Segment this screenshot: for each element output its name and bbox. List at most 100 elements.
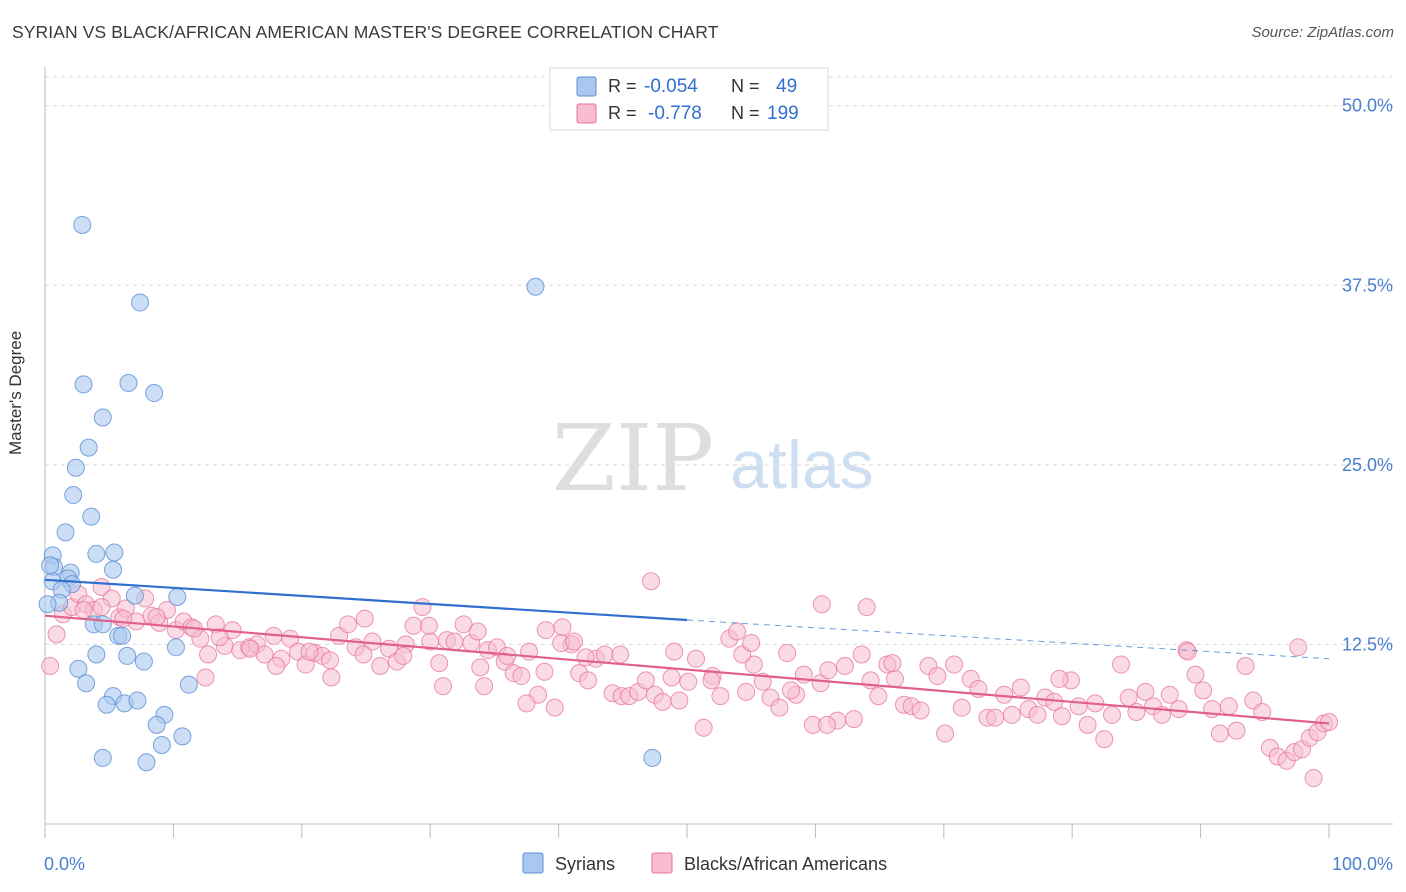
point-blacks-143 bbox=[1219, 697, 1238, 716]
point-blacks-181 bbox=[354, 645, 373, 664]
point-blacks-194 bbox=[782, 681, 801, 700]
point-syrians-22 bbox=[125, 586, 144, 605]
point-syrians-5 bbox=[145, 384, 164, 403]
point-syrians-8 bbox=[66, 458, 85, 477]
point-blacks-157 bbox=[1304, 769, 1323, 788]
point-blacks-123 bbox=[1052, 707, 1071, 726]
point-syrians-3 bbox=[74, 375, 93, 394]
point-blacks-125 bbox=[1069, 697, 1088, 716]
y-tick-label-2: 37.5% bbox=[1342, 275, 1393, 295]
point-blacks-87 bbox=[753, 672, 772, 691]
legend-label-syrians: Syrians bbox=[555, 854, 615, 874]
point-blacks-76 bbox=[662, 668, 681, 687]
point-syrians-13 bbox=[87, 544, 106, 563]
point-blacks-115 bbox=[986, 708, 1005, 727]
point-blacks-172 bbox=[74, 600, 93, 619]
point-blacks-163 bbox=[812, 595, 831, 614]
point-syrians-33 bbox=[134, 652, 153, 671]
point-blacks-189 bbox=[576, 648, 595, 667]
point-blacks-78 bbox=[679, 672, 698, 691]
stats-legend: R = -0.054 N = 49 R = -0.778 N = 199 bbox=[549, 67, 829, 131]
point-syrians-25 bbox=[38, 595, 57, 614]
point-blacks-101 bbox=[869, 687, 888, 706]
point-syrians-47 bbox=[643, 748, 662, 767]
point-blacks-158 bbox=[1289, 638, 1308, 657]
point-blacks-75 bbox=[653, 692, 672, 711]
x-tick-label-100: 100.0% bbox=[1332, 854, 1393, 874]
gridlines bbox=[45, 76, 1393, 645]
point-blacks-173 bbox=[92, 598, 111, 617]
point-blacks-108 bbox=[928, 667, 947, 686]
point-blacks-110 bbox=[945, 655, 964, 674]
point-blacks-95 bbox=[819, 661, 838, 680]
point-blacks-97 bbox=[835, 656, 854, 675]
point-blacks-85 bbox=[737, 682, 756, 701]
point-blacks-170 bbox=[241, 639, 260, 658]
point-blacks-0 bbox=[41, 656, 60, 675]
point-blacks-133 bbox=[1136, 682, 1155, 701]
point-blacks-51 bbox=[454, 615, 473, 634]
chart-title: SYRIAN VS BLACK/AFRICAN AMERICAN MASTER'… bbox=[12, 22, 719, 42]
point-blacks-118 bbox=[1011, 678, 1030, 697]
series-blacks-points bbox=[41, 572, 1338, 788]
trend-lines bbox=[44, 578, 1330, 725]
point-syrians-9 bbox=[64, 486, 83, 505]
point-blacks-89 bbox=[770, 698, 789, 717]
legend-label-blacks: Blacks/African Americans bbox=[684, 854, 887, 874]
point-blacks-140 bbox=[1194, 681, 1213, 700]
point-blacks-190 bbox=[611, 645, 630, 664]
stats-swatch-syrians bbox=[576, 76, 597, 97]
watermark-zip: ZIP bbox=[552, 405, 714, 512]
point-blacks-20 bbox=[199, 645, 218, 664]
point-syrians-23 bbox=[168, 588, 187, 607]
point-blacks-1 bbox=[47, 625, 66, 644]
point-blacks-175 bbox=[147, 608, 166, 627]
point-blacks-73 bbox=[636, 671, 655, 690]
stats-n-value-1: 49 bbox=[776, 76, 797, 97]
point-blacks-142 bbox=[1210, 724, 1229, 743]
point-blacks-183 bbox=[419, 616, 438, 635]
point-blacks-79 bbox=[686, 649, 705, 668]
trend-syrians-dashed bbox=[686, 619, 1330, 660]
point-blacks-45 bbox=[404, 616, 423, 635]
point-blacks-147 bbox=[1253, 702, 1272, 721]
point-blacks-66 bbox=[579, 671, 598, 690]
watermark-atlas: atlas bbox=[730, 427, 874, 503]
point-syrians-4 bbox=[119, 373, 138, 392]
point-syrians-46 bbox=[137, 753, 156, 772]
y-tick-label-0: 12.5% bbox=[1342, 634, 1393, 654]
point-syrians-31 bbox=[87, 645, 106, 664]
point-blacks-50 bbox=[445, 632, 464, 651]
point-blacks-98 bbox=[844, 710, 863, 729]
stats-r-label-1: R = bbox=[608, 76, 637, 96]
stats-n-label-2: N = bbox=[731, 103, 760, 123]
point-blacks-187 bbox=[535, 662, 554, 681]
x-tick-label-0: 0.0% bbox=[44, 854, 85, 874]
point-syrians-39 bbox=[128, 691, 147, 710]
stats-n-label-1: N = bbox=[731, 76, 760, 96]
point-blacks-109 bbox=[936, 724, 955, 743]
point-blacks-48 bbox=[430, 654, 449, 673]
point-syrians-14 bbox=[105, 543, 124, 562]
point-syrians-16 bbox=[104, 560, 123, 579]
point-syrians-6 bbox=[93, 408, 112, 427]
point-syrians-10 bbox=[82, 507, 101, 526]
point-blacks-63 bbox=[553, 618, 572, 637]
point-blacks-117 bbox=[1002, 705, 1021, 724]
legend-swatch-syrians bbox=[522, 852, 544, 874]
point-blacks-39 bbox=[355, 609, 374, 628]
point-blacks-178 bbox=[267, 656, 286, 675]
point-blacks-84 bbox=[728, 622, 747, 641]
bottom-legend: Syrians Blacks/African Americans bbox=[522, 852, 887, 874]
axes bbox=[44, 67, 1393, 838]
point-blacks-171 bbox=[196, 668, 215, 687]
point-blacks-139 bbox=[1186, 665, 1205, 684]
point-blacks-161 bbox=[883, 654, 902, 673]
point-blacks-86 bbox=[744, 655, 763, 674]
point-blacks-120 bbox=[1028, 705, 1047, 724]
point-syrians-40 bbox=[97, 695, 116, 714]
point-syrians-32 bbox=[118, 646, 137, 665]
point-syrians-48 bbox=[41, 556, 60, 575]
y-tick-label-3: 50.0% bbox=[1342, 96, 1393, 116]
point-blacks-58 bbox=[512, 667, 531, 686]
